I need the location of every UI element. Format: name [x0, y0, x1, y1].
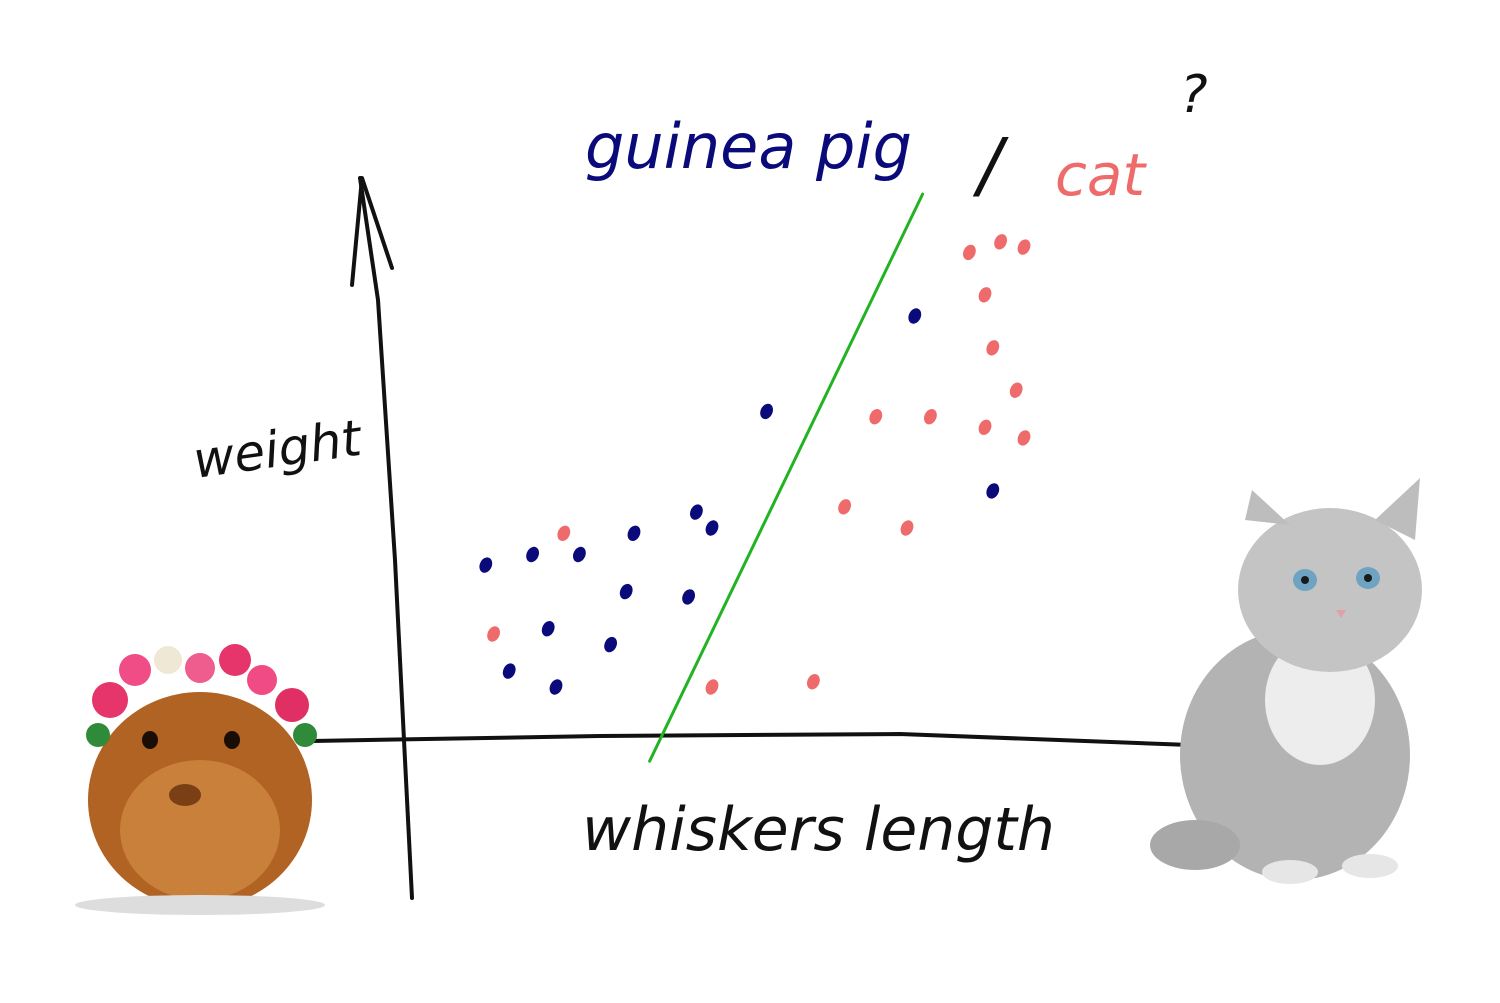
- question-mark: ?: [1180, 65, 1208, 125]
- title-class-b: cat: [1055, 141, 1147, 209]
- y-axis: [358, 176, 414, 900]
- guinea-pig-point-12: [549, 679, 563, 695]
- cat-point-5: [838, 499, 852, 515]
- guinea-pig-point-8: [682, 589, 696, 605]
- guinea-pig-point-9: [541, 621, 555, 637]
- cat-point-8: [900, 520, 914, 536]
- guinea-pig-image: [75, 644, 325, 915]
- cat-point-15: [978, 419, 992, 435]
- y-axis-label: weight: [190, 409, 367, 490]
- x-axis-label: whiskers length: [582, 795, 1055, 865]
- title-class-a: guinea pig: [585, 110, 912, 183]
- guinea-pig-point-13: [760, 403, 774, 420]
- flower-crown: [86, 644, 317, 747]
- cat-point-13: [986, 340, 1000, 356]
- guinea-pig-point-11: [502, 663, 516, 679]
- guinea-pig-point-10: [604, 636, 618, 653]
- guinea-pig-point-14: [908, 308, 922, 324]
- cat-point-3: [705, 679, 719, 695]
- decision-boundary-line: [648, 192, 925, 763]
- cat-point-14: [1009, 382, 1023, 398]
- cat-point-11: [1017, 239, 1031, 255]
- guinea-pig-point-15: [986, 483, 1000, 499]
- y-axis-arrowhead: [350, 176, 394, 287]
- cat-point-9: [962, 244, 976, 261]
- cat-point-6: [869, 409, 883, 425]
- guinea-pig-point-7: [619, 583, 633, 600]
- guinea-pig-point-1: [479, 557, 493, 573]
- cat-point-16: [1017, 430, 1031, 446]
- cat-point-4: [806, 674, 820, 690]
- x-axis: [310, 731, 1192, 747]
- cat-point-1: [557, 525, 571, 541]
- cat-point-10: [994, 234, 1008, 250]
- kitten-image: [1150, 478, 1422, 884]
- title-separator: /: [972, 123, 1009, 207]
- guinea-pig-point-4: [627, 525, 641, 541]
- guinea-pig-point-6: [705, 520, 719, 536]
- guinea-pig-point-2: [526, 546, 540, 563]
- cat-point-12: [978, 287, 992, 303]
- guinea-pig-point-3: [572, 546, 586, 563]
- guinea-pig-point-5: [689, 504, 703, 520]
- cat-point-2: [487, 626, 501, 642]
- cat-point-7: [923, 409, 937, 425]
